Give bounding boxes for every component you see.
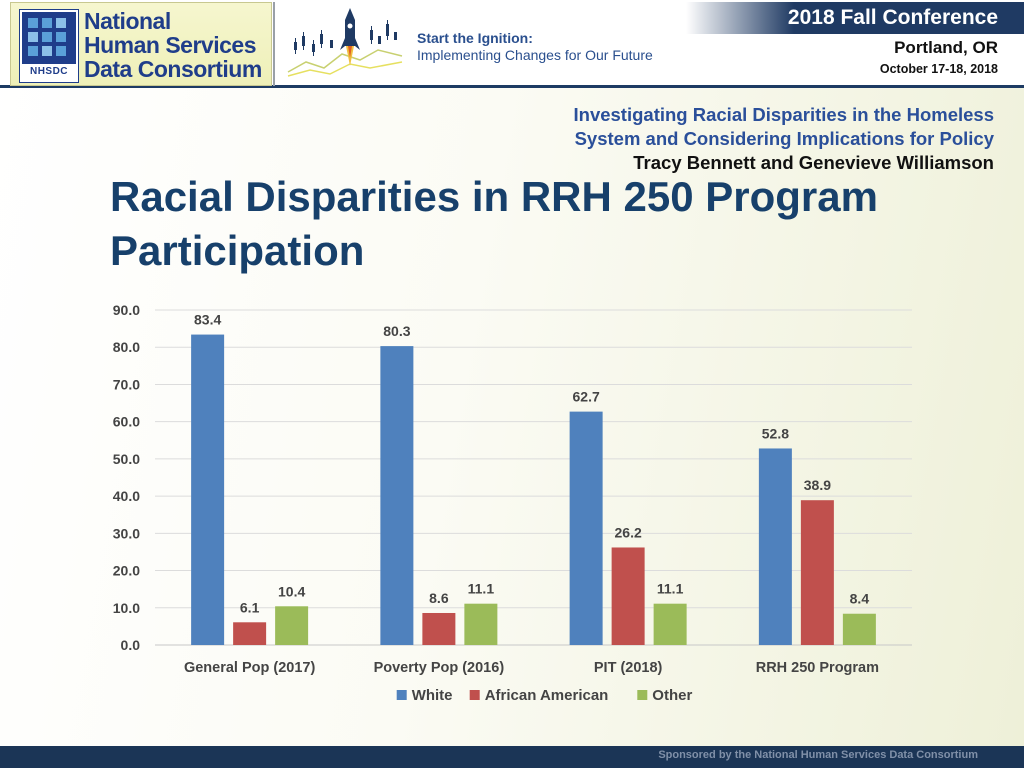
x-tick-label: Poverty Pop (2016) (374, 660, 505, 676)
y-tick-label: 30.0 (113, 525, 140, 541)
y-tick-label: 90.0 (113, 302, 140, 318)
legend-swatch (637, 690, 648, 700)
y-tick-label: 60.0 (113, 414, 140, 430)
y-tick-label: 50.0 (113, 451, 140, 467)
slide-title: Racial Disparities in RRH 250 Program Pa… (110, 173, 878, 274)
bar (422, 612, 456, 645)
bar (842, 613, 876, 645)
y-tick-label: 80.0 (113, 339, 140, 355)
y-tick-label: 40.0 (113, 488, 140, 504)
logo-wordmark: National Human Services Data Consortium (84, 9, 262, 81)
bar (800, 500, 834, 645)
data-label: 80.3 (383, 323, 410, 339)
data-label: 52.8 (762, 425, 789, 441)
logo-tag: NHSDC (22, 64, 76, 80)
presentation-subtitle: Investigating Racial Disparities in the … (574, 103, 995, 175)
bar (191, 334, 225, 645)
data-label: 8.6 (429, 590, 449, 606)
legend-label: African American (485, 687, 609, 704)
conference-city: Portland, OR (894, 38, 998, 57)
logo-line-2: Human Services (84, 32, 256, 58)
bar (611, 547, 645, 645)
legend-label: Other (652, 687, 692, 704)
tagline-line-2: Implementing Changes for Our Future (417, 47, 653, 63)
bar (464, 603, 498, 645)
x-tick-label: PIT (2018) (594, 660, 663, 676)
legend-label: White (412, 687, 453, 704)
data-label: 83.4 (194, 312, 221, 328)
bar (233, 622, 267, 645)
y-tick-label: 10.0 (113, 600, 140, 616)
x-tick-label: General Pop (2017) (184, 660, 316, 676)
bar (569, 411, 603, 645)
data-label: 26.2 (615, 524, 642, 540)
x-tick-label: RRH 250 Program (756, 660, 879, 676)
data-label: 8.4 (850, 591, 870, 607)
data-label: 62.7 (573, 389, 600, 405)
logo-line-3: Data Consortium (84, 56, 262, 82)
bar (653, 603, 687, 645)
sponsor-text: Sponsored by the National Human Services… (658, 749, 978, 761)
legend-swatch (469, 690, 480, 700)
conference-dates: October 17-18, 2018 (879, 62, 998, 76)
bar (380, 346, 414, 645)
presentation-authors: Tracy Bennett and Genevieve Williamson (633, 152, 994, 173)
y-tick-label: 0.0 (121, 637, 141, 653)
y-tick-label: 20.0 (113, 563, 140, 579)
bar (758, 448, 792, 645)
conference-banner: 2018 Fall Conference (686, 2, 1024, 34)
bar (275, 606, 309, 645)
bar-chart: 0.0 10.0 20.0 30.0 40.0 50.0 60.0 70.0 80.0 90.0 8… (100, 298, 930, 718)
data-label: 10.4 (278, 583, 305, 599)
nhsdc-emblem-icon: NHSDC (19, 9, 79, 83)
data-label: 6.1 (240, 599, 260, 615)
bar-chart-canvas: 0.0 10.0 20.0 30.0 40.0 50.0 60.0 70.0 80.0 90.0 8… (113, 302, 912, 704)
logo-line-1: National (84, 8, 171, 34)
subtitle-line-2: System and Considering Implications for … (574, 128, 994, 149)
data-label: 11.1 (468, 581, 495, 597)
y-tick-label: 70.0 (113, 376, 140, 392)
legend-swatch (396, 690, 407, 700)
conference-header: NHSDC National Human Services Data Conso… (0, 0, 1024, 88)
tagline-line-1: Start the Ignition: (417, 30, 533, 46)
sponsor-footer: Sponsored by the National Human Services… (0, 746, 1024, 768)
header-divider (273, 2, 275, 86)
rocket-chart-illustration-icon (287, 8, 403, 77)
data-label: 11.1 (657, 581, 684, 597)
conference-tagline: Start the Ignition: Implementing Changes… (417, 30, 653, 64)
data-label: 38.9 (804, 477, 831, 493)
subtitle-line-1: Investigating Racial Disparities in the … (573, 104, 995, 125)
nhsdc-logo: NHSDC National Human Services Data Conso… (10, 2, 272, 86)
